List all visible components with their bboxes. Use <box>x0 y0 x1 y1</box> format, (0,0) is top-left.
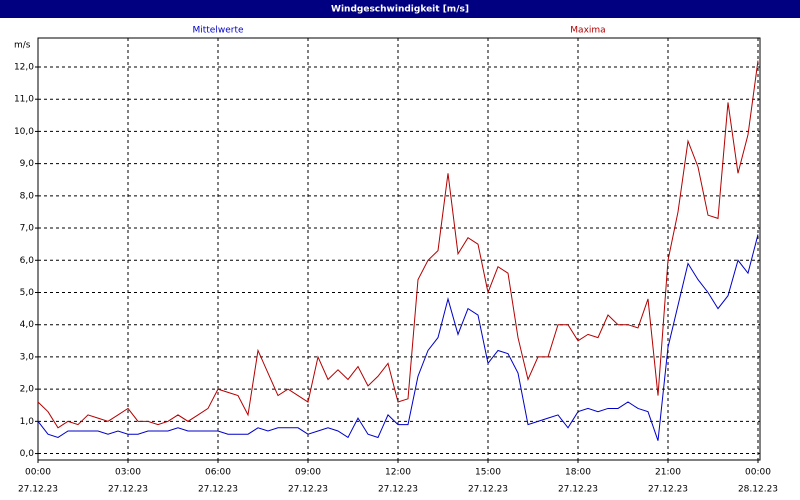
x-tick-date: 27.12.23 <box>648 485 688 495</box>
x-tick-label: 00:00 <box>25 468 51 478</box>
y-axis-label: m/s <box>14 41 31 51</box>
y-tick-label: 11,0 <box>14 95 34 105</box>
plot-frame <box>37 37 761 461</box>
y-tick-label: 7,0 <box>20 224 35 234</box>
x-tick-label: 00:00 <box>745 468 771 478</box>
y-tick-label: 2,0 <box>20 385 35 395</box>
x-tick-label: 18:00 <box>565 468 591 478</box>
line-series <box>37 60 759 429</box>
y-tick-label: 9,0 <box>20 159 35 169</box>
x-tick-date: 27.12.23 <box>108 485 148 495</box>
y-tick-label: 10,0 <box>14 127 34 137</box>
title-bar <box>0 0 800 18</box>
x-tick-date: 27.12.23 <box>378 485 418 495</box>
y-tick-label: 1,0 <box>20 417 35 427</box>
x-tick-date: 27.12.23 <box>198 485 238 495</box>
y-tick-label: 12,0 <box>14 62 34 72</box>
x-tick-date: 27.12.23 <box>468 485 508 495</box>
legend-entry: Mittelwerte <box>192 26 243 36</box>
y-tick-label: 6,0 <box>20 256 35 266</box>
x-tick-date: 28.12.23 <box>738 485 778 495</box>
x-tick-label: 09:00 <box>295 468 321 478</box>
legend-entry: Maxima <box>570 26 605 36</box>
y-tick-label: 5,0 <box>20 288 35 298</box>
x-tick-date: 27.12.23 <box>288 485 328 495</box>
x-tick-label: 06:00 <box>205 468 231 478</box>
x-tick-date: 27.12.23 <box>18 485 58 495</box>
y-tick-label: 4,0 <box>20 320 35 330</box>
line-series <box>37 234 759 441</box>
x-tick-label: 12:00 <box>385 468 411 478</box>
x-tick-label: 15:00 <box>475 468 501 478</box>
x-tick-label: 21:00 <box>655 468 681 478</box>
y-tick-label: 3,0 <box>20 352 35 362</box>
y-tick-label: 8,0 <box>20 191 35 201</box>
y-tick-label: 0,0 <box>20 449 35 459</box>
x-tick-date: 27.12.23 <box>558 485 598 495</box>
chart-title: Windgeschwindigkeit [m/s] <box>331 5 469 15</box>
x-tick-label: 03:00 <box>115 468 141 478</box>
